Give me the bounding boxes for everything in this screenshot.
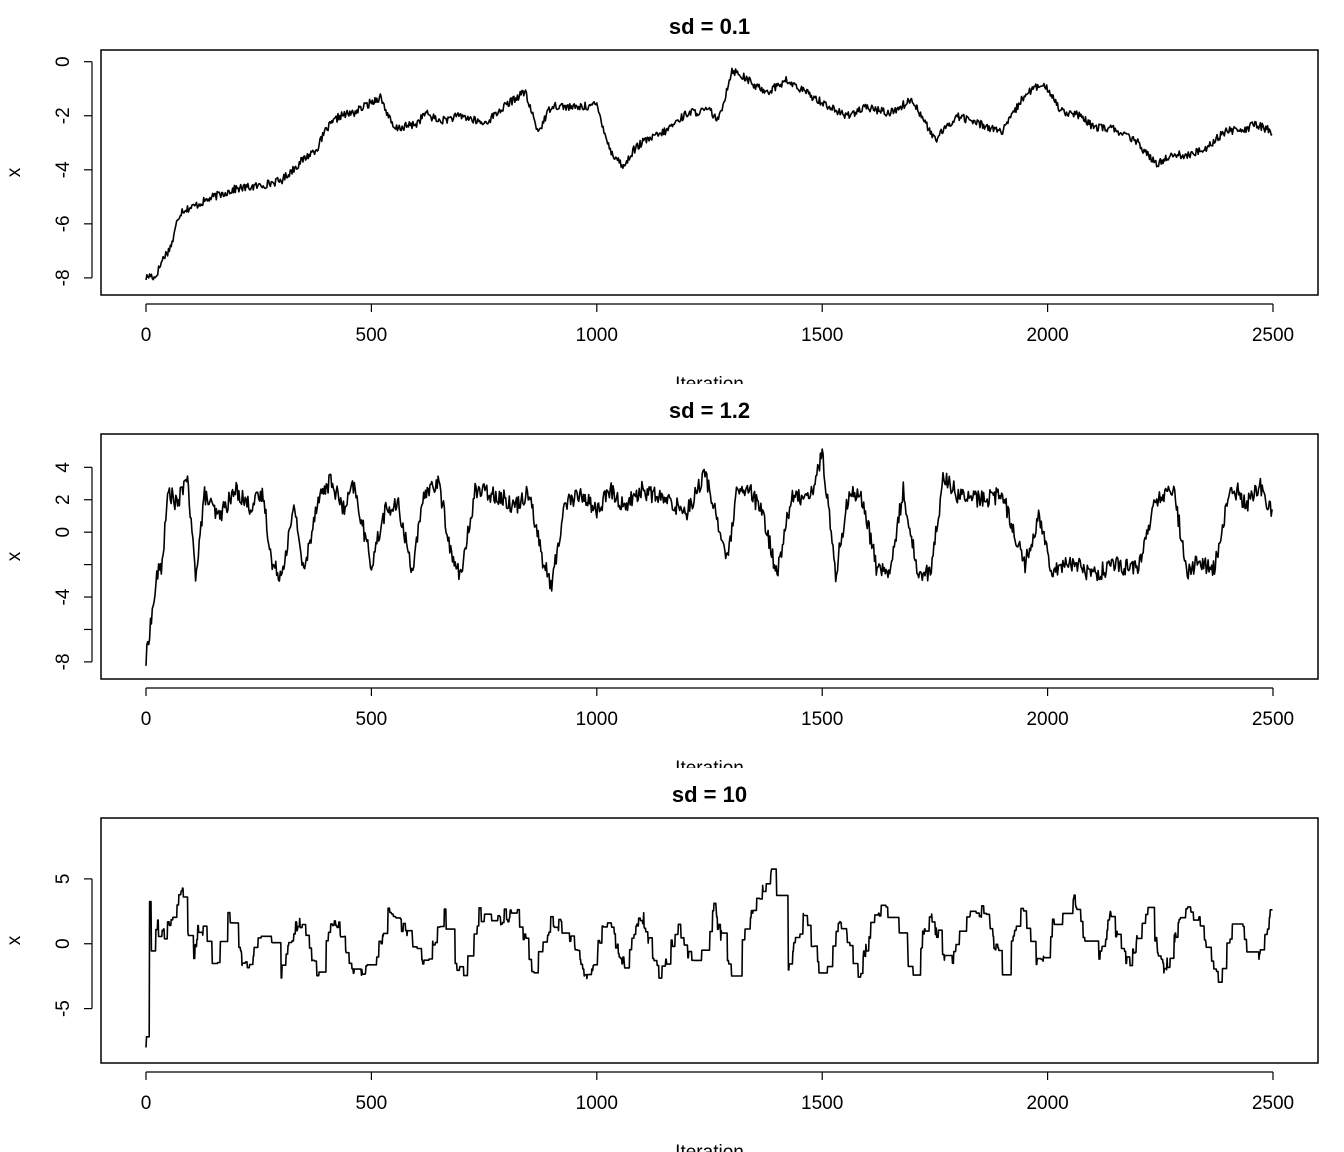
plot-frame (100, 49, 1319, 296)
trace-chart-1: sd = 0.1 0 500 1000 1500 2000 2500 Iteration 0 -2… (4, 14, 1319, 384)
y-tick-label: 4 (53, 462, 74, 473)
trace-panel-1: sd = 0.1 0 500 1000 1500 2000 2500 Iteration 0 -2… (0, 0, 1344, 384)
y-tick-label: -8 (53, 653, 74, 670)
x-tick-label: 500 (356, 1093, 388, 1114)
y-axis-label: x (4, 935, 25, 945)
y-tick-label: -8 (53, 269, 74, 286)
y-axis-label: x (4, 551, 25, 561)
y-tick-label: -4 (53, 588, 74, 605)
y-tick-label: -2 (53, 107, 74, 124)
trace-panel-3: sd = 10 0 500 1000 1500 2000 2500 Iteration 5 0 -5… (0, 768, 1344, 1152)
x-tick-label: 0 (141, 1093, 152, 1114)
trace-line (145, 67, 1273, 281)
y-tick-label: 2 (53, 494, 74, 505)
trace-line (145, 448, 1273, 666)
x-tick-label: 1500 (801, 325, 843, 346)
y-tick-label: 0 (53, 527, 74, 538)
x-axis-label: Iteration (675, 758, 744, 768)
y-tick-label: 0 (53, 938, 74, 949)
x-tick-label: 1000 (576, 709, 618, 730)
x-tick-label: 2000 (1026, 325, 1068, 346)
x-tick-label: 1000 (576, 1093, 618, 1114)
chart-title: sd = 1.2 (669, 398, 750, 423)
chart-title: sd = 10 (672, 782, 747, 807)
x-axis-label: Iteration (675, 374, 744, 384)
trace-chart-3: sd = 10 0 500 1000 1500 2000 2500 Iteration 5 0 -5… (4, 782, 1319, 1152)
plot-frame (100, 817, 1319, 1064)
y-tick-label: -6 (53, 215, 74, 232)
y-axis-label: x (4, 167, 25, 177)
x-tick-label: 1500 (801, 1093, 843, 1114)
trace-line (145, 868, 1273, 1048)
x-tick-label: 0 (141, 709, 152, 730)
y-tick-label: -5 (53, 1000, 74, 1017)
x-tick-label: 0 (141, 325, 152, 346)
x-tick-label: 1500 (801, 709, 843, 730)
trace-chart-2: sd = 1.2 0 500 1000 1500 2000 2500 Iteration 4 2 0… (4, 398, 1319, 768)
chart-title: sd = 0.1 (669, 14, 750, 39)
x-axis-label: Iteration (675, 1142, 744, 1152)
x-tick-label: 1000 (576, 325, 618, 346)
x-tick-label: 500 (356, 709, 388, 730)
x-tick-label: 2000 (1026, 1093, 1068, 1114)
x-tick-label: 2500 (1252, 1093, 1294, 1114)
y-tick-label: 0 (53, 56, 74, 67)
x-tick-label: 2500 (1252, 325, 1294, 346)
y-tick-label: -4 (53, 161, 74, 178)
plot-frame (100, 433, 1319, 680)
trace-panel-2: sd = 1.2 0 500 1000 1500 2000 2500 Iteration 4 2 0… (0, 384, 1344, 768)
y-tick-label: 5 (53, 874, 74, 885)
x-tick-label: 2500 (1252, 709, 1294, 730)
x-tick-label: 2000 (1026, 709, 1068, 730)
x-tick-label: 500 (356, 325, 388, 346)
